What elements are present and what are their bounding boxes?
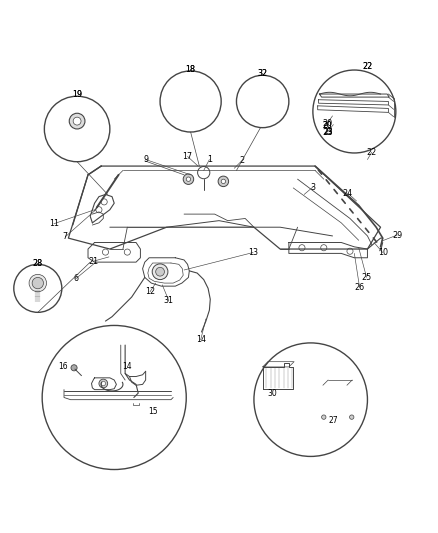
Text: 18: 18 <box>186 64 196 74</box>
Text: 23: 23 <box>322 127 332 136</box>
Circle shape <box>183 174 194 184</box>
Polygon shape <box>31 275 45 291</box>
Circle shape <box>124 249 131 255</box>
Text: 22: 22 <box>362 62 373 71</box>
Circle shape <box>32 277 43 289</box>
Polygon shape <box>319 94 389 97</box>
Text: 27: 27 <box>328 416 338 425</box>
Text: 29: 29 <box>392 231 402 239</box>
Polygon shape <box>253 90 277 94</box>
Text: 14: 14 <box>123 361 132 370</box>
Circle shape <box>186 177 191 181</box>
Text: 22: 22 <box>367 148 377 157</box>
Circle shape <box>198 166 210 179</box>
Text: 7: 7 <box>63 232 68 241</box>
Text: 32: 32 <box>258 69 268 78</box>
Polygon shape <box>263 362 294 367</box>
Circle shape <box>254 343 367 456</box>
Text: 16: 16 <box>58 361 67 370</box>
Polygon shape <box>263 362 293 389</box>
Text: 28: 28 <box>33 259 43 268</box>
Text: 23: 23 <box>323 127 333 136</box>
Text: 18: 18 <box>186 64 196 74</box>
Circle shape <box>29 274 46 292</box>
Text: 12: 12 <box>145 287 155 296</box>
Text: 19: 19 <box>72 91 82 100</box>
Circle shape <box>101 199 107 205</box>
Circle shape <box>218 176 229 187</box>
Circle shape <box>96 207 102 213</box>
Polygon shape <box>272 90 277 106</box>
Text: 14: 14 <box>196 335 206 344</box>
Circle shape <box>69 113 85 129</box>
Polygon shape <box>318 100 389 105</box>
Text: 26: 26 <box>354 283 365 292</box>
Bar <box>323 385 347 414</box>
Text: 9: 9 <box>143 155 148 164</box>
Text: 21: 21 <box>88 257 98 266</box>
Text: 13: 13 <box>248 248 258 257</box>
Text: 2: 2 <box>239 156 244 165</box>
Circle shape <box>102 249 109 255</box>
Text: 19: 19 <box>72 91 82 100</box>
Bar <box>384 112 389 120</box>
Circle shape <box>155 268 164 276</box>
Text: 6: 6 <box>73 274 78 283</box>
Bar <box>253 94 272 106</box>
Circle shape <box>299 245 305 251</box>
Text: 20: 20 <box>322 119 332 128</box>
Bar <box>315 414 354 422</box>
Bar <box>187 98 194 105</box>
Circle shape <box>350 415 354 419</box>
Text: 17: 17 <box>183 152 193 161</box>
Circle shape <box>73 117 81 125</box>
Circle shape <box>321 415 326 419</box>
Text: 20: 20 <box>322 121 332 130</box>
Bar <box>35 290 40 302</box>
Text: 20: 20 <box>322 122 332 131</box>
Text: 32: 32 <box>258 69 268 78</box>
Polygon shape <box>35 290 40 291</box>
Text: 23: 23 <box>323 128 333 138</box>
Text: 24: 24 <box>343 189 353 198</box>
Bar <box>257 97 269 103</box>
Ellipse shape <box>68 128 86 135</box>
Circle shape <box>321 245 327 251</box>
Circle shape <box>99 379 108 388</box>
Ellipse shape <box>183 102 198 108</box>
Circle shape <box>42 326 186 470</box>
Circle shape <box>221 179 226 183</box>
Polygon shape <box>318 106 389 112</box>
Text: 3: 3 <box>311 182 315 191</box>
Circle shape <box>101 381 106 386</box>
Text: 25: 25 <box>361 273 372 282</box>
Ellipse shape <box>69 133 85 138</box>
Circle shape <box>71 365 77 371</box>
Circle shape <box>160 71 221 132</box>
Circle shape <box>44 96 110 161</box>
Bar <box>132 394 140 403</box>
Text: 30: 30 <box>267 390 277 399</box>
Circle shape <box>152 264 168 280</box>
Text: 1: 1 <box>207 155 212 164</box>
Text: 10: 10 <box>378 248 388 257</box>
Ellipse shape <box>70 124 85 130</box>
Circle shape <box>237 75 289 128</box>
Text: 15: 15 <box>148 407 158 416</box>
Text: 22: 22 <box>362 62 373 71</box>
Circle shape <box>347 248 353 254</box>
Text: 28: 28 <box>33 259 43 268</box>
Circle shape <box>14 264 62 312</box>
Text: 11: 11 <box>49 219 59 228</box>
Ellipse shape <box>180 94 201 103</box>
Bar <box>328 391 341 407</box>
Circle shape <box>313 70 396 153</box>
Text: 31: 31 <box>164 296 174 305</box>
